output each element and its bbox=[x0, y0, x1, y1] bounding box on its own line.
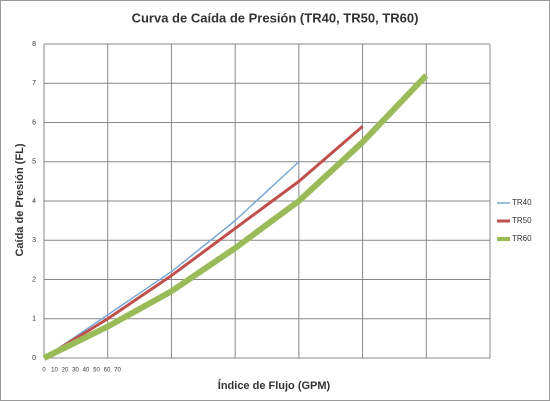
y-tick-label: 6 bbox=[32, 119, 36, 126]
legend-label: TR50 bbox=[512, 216, 532, 225]
legend-label: TR60 bbox=[512, 234, 532, 243]
x-tick-label: 30 bbox=[72, 368, 79, 374]
x-tick-label: 50 bbox=[93, 368, 100, 374]
x-tick-label: 20 bbox=[62, 368, 69, 374]
y-tick-label: 7 bbox=[32, 80, 36, 87]
x-tick-label: 10 bbox=[51, 368, 58, 374]
y-tick-label: 0 bbox=[32, 355, 36, 362]
series-line bbox=[42, 73, 429, 361]
y-tick-label: 5 bbox=[32, 159, 36, 166]
legend-label: TR40 bbox=[512, 198, 532, 207]
y-axis-label: Caída de Presión (FL) bbox=[14, 143, 26, 256]
y-tick-label: 4 bbox=[32, 198, 36, 205]
x-tick-label: 60 bbox=[104, 368, 111, 374]
series-line bbox=[43, 161, 300, 359]
y-tick-label: 3 bbox=[32, 237, 36, 244]
y-tick-label: 1 bbox=[32, 316, 36, 323]
x-tick-label: 40 bbox=[83, 368, 90, 374]
series-line bbox=[43, 125, 364, 360]
x-tick-label: 0 bbox=[42, 368, 46, 374]
y-tick-label: 8 bbox=[32, 41, 36, 48]
x-tick-label: 70 bbox=[114, 368, 121, 374]
x-axis-label: Índice de Flujo (GPM) bbox=[218, 379, 331, 392]
y-tick-label: 2 bbox=[32, 276, 36, 283]
chart-title: Curva de Caída de Presión (TR40, TR50, T… bbox=[132, 10, 419, 25]
